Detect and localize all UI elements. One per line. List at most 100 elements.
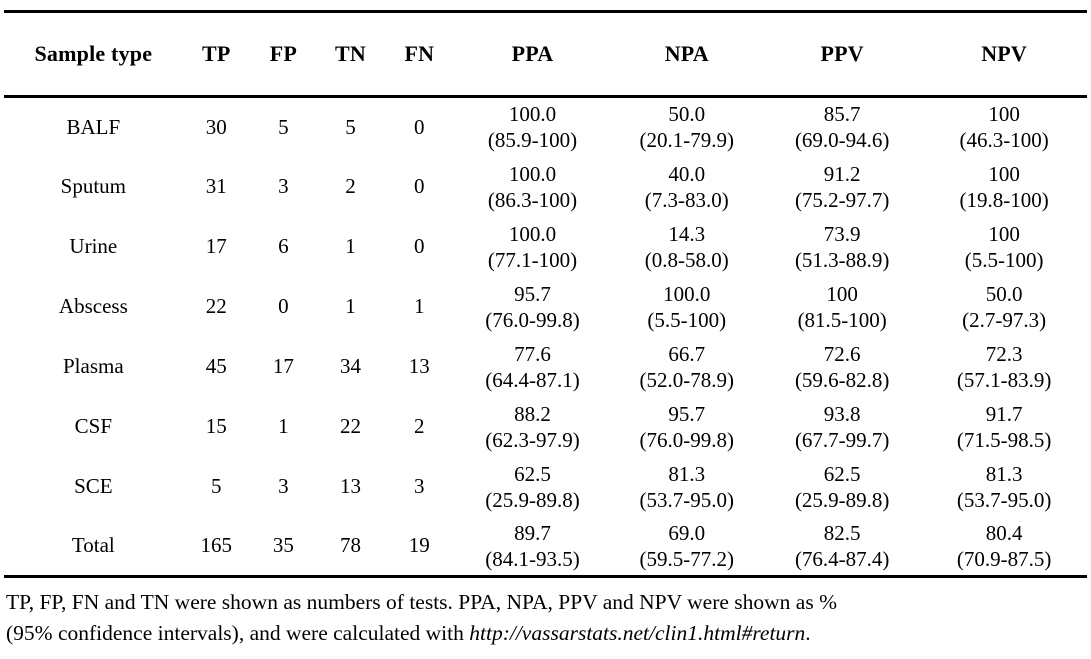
ppv-value: 100 bbox=[826, 281, 858, 306]
fn-cell: 1 bbox=[414, 294, 425, 318]
footnote-line-2-text: (95% confidence intervals), and were cal… bbox=[6, 621, 470, 645]
npa-confidence-interval: (20.1-79.9) bbox=[639, 128, 735, 153]
ppv-cell: 73.9 (51.3-88.9) bbox=[763, 217, 921, 277]
fp-cell: 0 bbox=[278, 294, 289, 318]
table-row: Plasma 45 17 34 13 77.6 (64.4-87.1) 66.7… bbox=[4, 337, 1087, 397]
fn-cell: 0 bbox=[414, 234, 425, 258]
table-footnote: TP, FP, FN and TN were shown as numbers … bbox=[6, 587, 1087, 649]
ppa-cell: 100.0 (77.1-100) bbox=[455, 217, 611, 277]
ppa-value: 100.0 bbox=[508, 102, 557, 127]
ppa-value: 100.0 bbox=[508, 221, 557, 246]
ppa-value: 77.6 bbox=[514, 341, 551, 366]
ppv-value: 82.5 bbox=[823, 520, 861, 545]
ppv-confidence-interval: (76.4-87.4) bbox=[794, 546, 890, 571]
tn-cell: 78 bbox=[340, 533, 362, 558]
ppa-confidence-interval: (76.0-99.8) bbox=[485, 307, 580, 332]
ppv-value: 93.8 bbox=[823, 401, 861, 426]
ppa-value: 89.7 bbox=[514, 520, 551, 545]
ppv-value: 72.6 bbox=[823, 341, 861, 366]
npv-value: 72.3 bbox=[985, 341, 1023, 366]
ppa-confidence-interval: (85.9-100) bbox=[487, 128, 578, 153]
column-header-npv: NPV bbox=[921, 11, 1087, 98]
ppv-confidence-interval: (25.9-89.8) bbox=[794, 487, 890, 512]
sample-type-cell: Sputum bbox=[60, 174, 127, 198]
sample-type-cell: Plasma bbox=[63, 354, 124, 378]
tn-cell: 2 bbox=[345, 174, 356, 198]
column-header-fp: FP bbox=[249, 11, 317, 98]
ppv-value: 91.2 bbox=[823, 161, 861, 186]
npv-cell: 80.4 (70.9-87.5) bbox=[921, 517, 1087, 577]
fp-cell: 35 bbox=[272, 533, 294, 558]
npv-cell: 91.7 (71.5-98.5) bbox=[921, 397, 1087, 457]
npa-value: 66.7 bbox=[668, 341, 706, 366]
fn-cell: 3 bbox=[414, 474, 425, 498]
ppv-cell: 85.7 (69.0-94.6) bbox=[763, 97, 921, 157]
ppa-cell: 95.7 (76.0-99.8) bbox=[455, 277, 611, 337]
column-header-ppa: PPA bbox=[454, 11, 611, 98]
npv-confidence-interval: (71.5-98.5) bbox=[956, 427, 1052, 452]
tp-cell: 17 bbox=[205, 234, 227, 258]
npa-cell: 66.7 (52.0-78.9) bbox=[610, 337, 763, 397]
table-row: Total 165 35 78 19 89.7 (84.1-93.5) 69.0… bbox=[4, 517, 1087, 577]
vassarstats-link[interactable]: http://vassarstats.net/clin1.html#return bbox=[469, 621, 806, 645]
ppv-cell: 62.5 (25.9-89.8) bbox=[763, 457, 921, 517]
ppa-confidence-interval: (84.1-93.5) bbox=[485, 546, 580, 571]
fn-cell: 2 bbox=[414, 414, 425, 438]
fp-cell: 5 bbox=[278, 114, 289, 139]
ppv-cell: 93.8 (67.7-99.7) bbox=[763, 397, 921, 457]
npv-cell: 100 (19.8-100) bbox=[921, 157, 1087, 217]
npv-confidence-interval: (19.8-100) bbox=[959, 187, 1049, 212]
fn-cell: 0 bbox=[414, 114, 425, 139]
ppa-cell: 100.0 (85.9-100) bbox=[455, 97, 611, 157]
npv-cell: 100 (46.3-100) bbox=[921, 97, 1087, 157]
npv-value: 100 bbox=[988, 102, 1020, 127]
npv-cell: 72.3 (57.1-83.9) bbox=[921, 337, 1087, 397]
ppa-cell: 100.0 (86.3-100) bbox=[455, 157, 611, 217]
ppa-confidence-interval: (25.9-89.8) bbox=[485, 487, 580, 512]
table-row: BALF 30 5 5 0 100.0 (85.9-100) 50.0 (20.… bbox=[4, 97, 1087, 157]
ppa-cell: 89.7 (84.1-93.5) bbox=[455, 517, 611, 577]
npv-cell: 81.3 (53.7-95.0) bbox=[921, 457, 1087, 517]
npa-cell: 14.3 (0.8-58.0) bbox=[610, 217, 763, 277]
ppa-cell: 62.5 (25.9-89.8) bbox=[455, 457, 611, 517]
npv-cell: 100 (5.5-100) bbox=[921, 217, 1087, 277]
column-header-ppv: PPV bbox=[763, 11, 922, 98]
sample-type-cell: Abscess bbox=[58, 294, 128, 318]
column-header-sample-type: Sample type bbox=[4, 11, 183, 98]
ppa-confidence-interval: (64.4-87.1) bbox=[485, 367, 580, 392]
npv-value: 100 bbox=[988, 221, 1020, 246]
npv-value: 91.7 bbox=[985, 401, 1023, 426]
sample-type-cell: CSF bbox=[74, 414, 113, 438]
ppa-value: 88.2 bbox=[514, 401, 551, 426]
ppv-cell: 91.2 (75.2-97.7) bbox=[763, 157, 921, 217]
npa-cell: 95.7 (76.0-99.8) bbox=[610, 397, 763, 457]
column-header-npa: NPA bbox=[610, 11, 764, 98]
fp-cell: 1 bbox=[278, 414, 289, 438]
tp-cell: 30 bbox=[205, 114, 227, 139]
npa-confidence-interval: (5.5-100) bbox=[647, 307, 727, 332]
npa-cell: 100.0 (5.5-100) bbox=[610, 277, 763, 337]
sample-type-cell: Total bbox=[71, 533, 115, 558]
npa-cell: 40.0 (7.3-83.0) bbox=[610, 157, 763, 217]
tp-cell: 5 bbox=[211, 474, 222, 498]
footnote-line-2: (95% confidence intervals), and were cal… bbox=[6, 618, 1087, 649]
npa-value: 40.0 bbox=[668, 161, 706, 186]
tn-cell: 13 bbox=[340, 474, 362, 498]
tn-cell: 1 bbox=[345, 234, 356, 258]
table-row: Abscess 22 0 1 1 95.7 (76.0-99.8) 100.0 … bbox=[4, 277, 1087, 337]
npv-value: 80.4 bbox=[985, 520, 1023, 545]
ppa-confidence-interval: (62.3-97.9) bbox=[485, 427, 580, 452]
ppa-confidence-interval: (86.3-100) bbox=[487, 187, 578, 212]
fp-cell: 17 bbox=[272, 354, 294, 378]
tn-cell: 5 bbox=[345, 114, 356, 139]
npv-confidence-interval: (5.5-100) bbox=[964, 247, 1044, 272]
fn-cell: 13 bbox=[408, 354, 430, 378]
npv-confidence-interval: (2.7-97.3) bbox=[962, 307, 1047, 332]
npa-confidence-interval: (7.3-83.0) bbox=[644, 187, 729, 212]
npa-cell: 81.3 (53.7-95.0) bbox=[610, 457, 763, 517]
tn-cell: 34 bbox=[340, 354, 362, 378]
npa-confidence-interval: (53.7-95.0) bbox=[639, 487, 735, 512]
ppv-confidence-interval: (67.7-99.7) bbox=[794, 427, 890, 452]
tp-cell: 45 bbox=[205, 354, 227, 378]
column-header-fn: FN bbox=[384, 11, 455, 98]
